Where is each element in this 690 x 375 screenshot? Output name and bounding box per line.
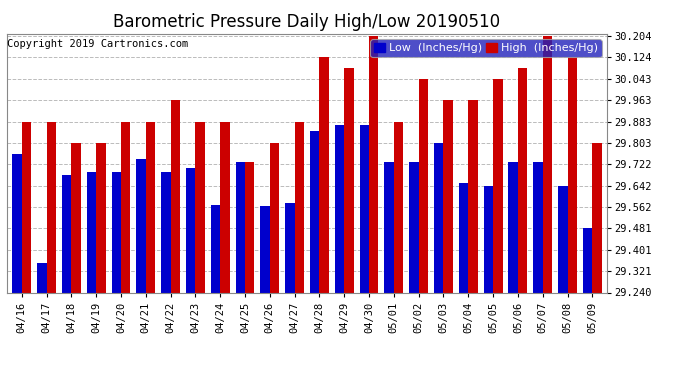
Bar (161, 172, 170, 292)
Bar (220, 122, 230, 292)
Bar (319, 57, 329, 292)
Bar (543, 36, 552, 292)
Bar (96, 143, 106, 292)
Bar (62, 176, 71, 292)
Bar (47, 122, 56, 292)
Bar (37, 263, 47, 292)
Bar (170, 100, 180, 292)
Bar (484, 186, 493, 292)
Bar (394, 122, 403, 292)
Bar (112, 172, 121, 292)
Bar (235, 162, 245, 292)
Bar (260, 206, 270, 292)
Bar (270, 143, 279, 292)
Bar (419, 79, 428, 292)
Text: Copyright 2019 Cartronics.com: Copyright 2019 Cartronics.com (7, 39, 188, 50)
Bar (87, 172, 96, 292)
Bar (71, 143, 81, 292)
Bar (335, 126, 344, 292)
Bar (509, 162, 518, 292)
Bar (459, 183, 469, 292)
Bar (137, 159, 146, 292)
Legend: Low  (Inches/Hg), High  (Inches/Hg): Low (Inches/Hg), High (Inches/Hg) (371, 39, 602, 57)
Bar (310, 131, 319, 292)
Bar (344, 68, 354, 292)
Bar (12, 154, 22, 292)
Bar (285, 202, 295, 292)
Bar (533, 162, 543, 292)
Bar (493, 79, 502, 292)
Bar (22, 122, 31, 292)
Bar (434, 143, 444, 292)
Bar (558, 186, 567, 292)
Bar (567, 57, 577, 292)
Title: Barometric Pressure Daily High/Low 20190510: Barometric Pressure Daily High/Low 20190… (113, 13, 501, 31)
Bar (469, 100, 477, 292)
Bar (409, 162, 419, 292)
Bar (359, 126, 369, 292)
Bar (245, 162, 255, 292)
Bar (186, 168, 195, 292)
Bar (518, 68, 527, 292)
Bar (121, 122, 130, 292)
Bar (211, 205, 220, 292)
Bar (583, 228, 592, 292)
Bar (195, 122, 205, 292)
Bar (444, 100, 453, 292)
Bar (146, 122, 155, 292)
Bar (369, 36, 379, 292)
Bar (384, 162, 394, 292)
Bar (592, 143, 602, 292)
Bar (295, 122, 304, 292)
